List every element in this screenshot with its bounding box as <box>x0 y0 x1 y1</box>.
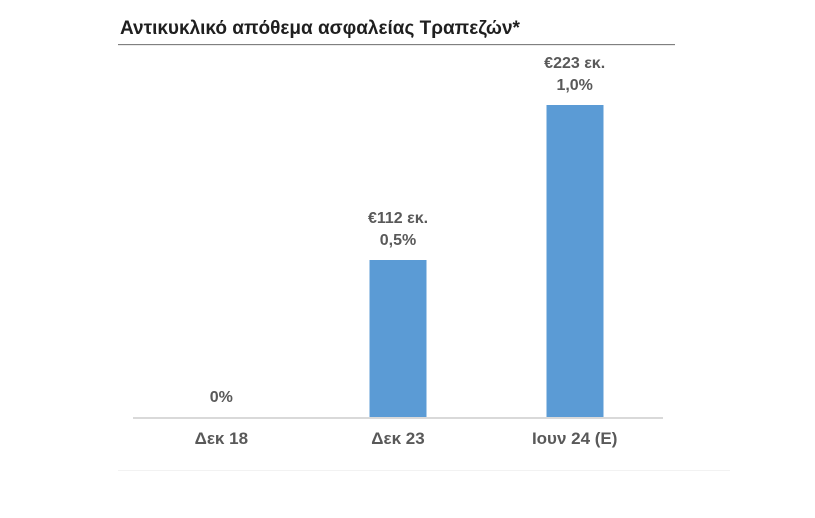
chart-title: Αντικυκλικό απόθεμα ασφαλείας Τραπεζών* <box>120 18 520 39</box>
bar-dek-23 <box>369 260 427 417</box>
data-label-amount: €223 εκ. <box>544 55 606 72</box>
data-label-amount: €112 εκ. <box>367 210 429 227</box>
footer-divider <box>118 470 730 471</box>
bar-group-dek-23: €112 εκ. 0,5% <box>310 55 487 417</box>
title-underline <box>118 44 675 46</box>
data-label-percent: 0% <box>209 389 233 406</box>
data-label-percent: 0,5% <box>379 232 417 249</box>
data-label-group: 0% <box>133 387 310 409</box>
x-tick-label-dek-18: Δεκ 18 <box>194 429 249 448</box>
data-label-group: €112 εκ. 0,5% <box>310 208 487 252</box>
bar-ioun-24 <box>546 105 604 417</box>
x-tick-label-dek-23: Δεκ 23 <box>371 429 425 448</box>
data-label-percent: 1,0% <box>556 77 593 94</box>
plot-area: 0% €112 εκ. 0,5% €223 εκ. 1,0% <box>133 55 663 419</box>
x-axis: Δεκ 18 Δεκ 23 Ιουν 24 (Ε) <box>133 429 663 449</box>
x-tick-label-ioun-24: Ιουν 24 (Ε) <box>531 429 618 448</box>
bar-group-dek-18: 0% <box>133 55 310 417</box>
bar-group-ioun-24: €223 εκ. 1,0% <box>486 55 663 417</box>
data-label-group: €223 εκ. 1,0% <box>486 53 663 97</box>
